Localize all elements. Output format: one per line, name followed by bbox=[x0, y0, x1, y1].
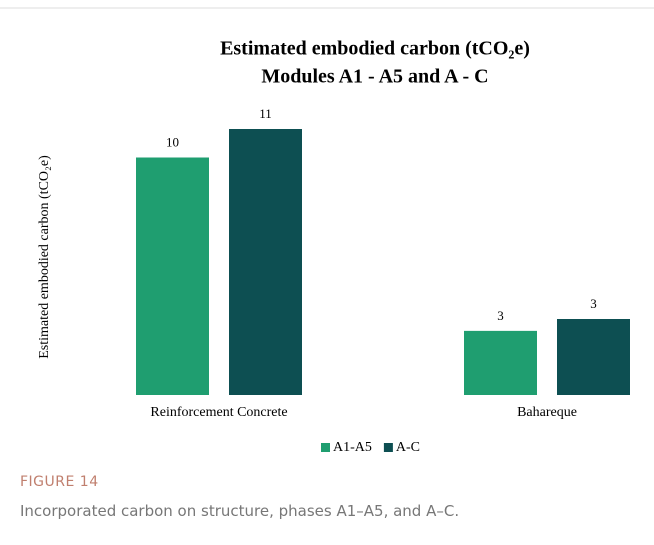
legend-label: A-C bbox=[396, 440, 420, 455]
data-label: 3 bbox=[590, 296, 597, 311]
chart: Estimated embodied carbon (tCO₂e) Module… bbox=[0, 7, 654, 455]
data-label: 10 bbox=[166, 134, 179, 149]
data-label: 11 bbox=[259, 106, 272, 121]
chart-title: Modules A1 - A5 and A - C bbox=[261, 66, 488, 88]
x-tick-label: Reinforcement Concrete bbox=[150, 405, 287, 420]
legend-swatch bbox=[383, 443, 393, 452]
data-label: 3 bbox=[497, 308, 504, 323]
bar bbox=[557, 319, 630, 395]
chart-title: Estimated embodied carbon (tCO₂e) bbox=[220, 38, 530, 60]
legend-label: A1-A5 bbox=[333, 440, 372, 455]
bar bbox=[229, 129, 302, 395]
x-tick-label: Bahareque bbox=[517, 405, 577, 420]
bar bbox=[136, 157, 209, 395]
legend-swatch bbox=[321, 443, 330, 452]
bar bbox=[464, 330, 537, 395]
figure-caption: Incorporated carbon on structure, phases… bbox=[20, 502, 460, 520]
y-axis-label: Estimated embodied carbon (tCO₂e) bbox=[37, 155, 52, 359]
figure-label: FIGURE 14 bbox=[20, 474, 99, 490]
